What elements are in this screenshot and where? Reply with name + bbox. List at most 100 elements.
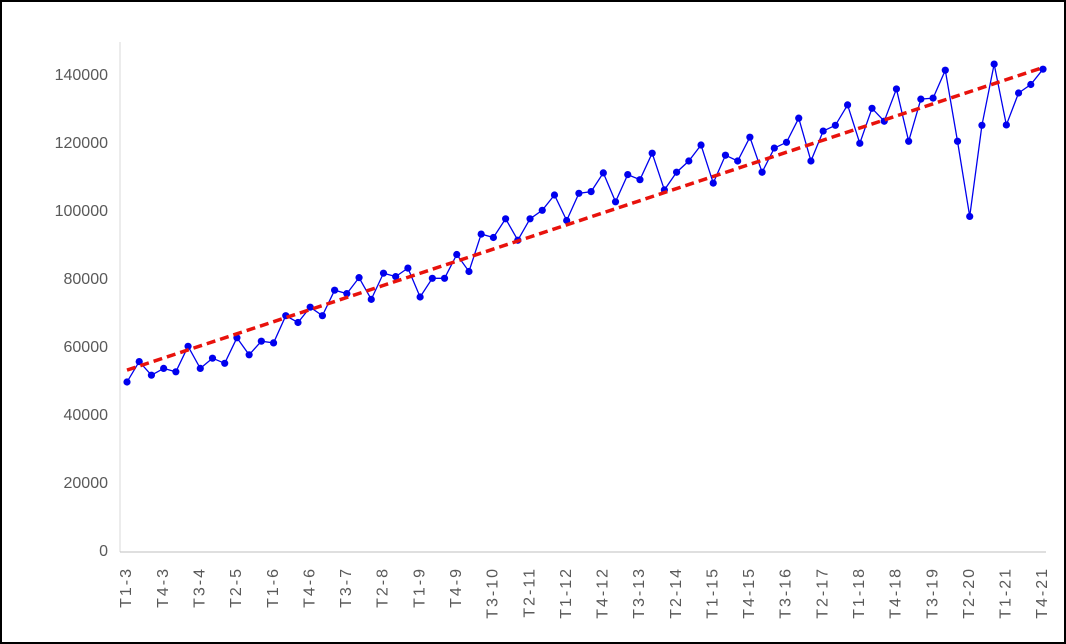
data-point — [502, 215, 510, 223]
x-tick-label: T4-9 — [448, 567, 465, 608]
x-tick-label: T1-6 — [265, 567, 282, 608]
data-point — [563, 216, 571, 225]
data-point — [648, 149, 656, 157]
x-tick-label: T4-18 — [888, 567, 905, 619]
data-point — [343, 290, 351, 298]
data-point — [770, 144, 778, 152]
x-tick-label: T3-10 — [485, 567, 502, 619]
data-point — [636, 176, 644, 184]
data-point — [685, 157, 693, 165]
data-point — [990, 60, 998, 68]
data-point — [208, 354, 217, 362]
data-point — [758, 168, 766, 176]
data-point — [1039, 65, 1047, 73]
x-tick-label: T1-15 — [704, 567, 721, 619]
data-point — [856, 139, 864, 147]
data-point — [1014, 89, 1023, 97]
x-tick-label: T2-20 — [961, 567, 978, 619]
y-tick-label: 40000 — [64, 407, 109, 424]
data-point — [709, 179, 717, 187]
data-point — [404, 264, 412, 272]
data-point — [721, 151, 730, 159]
x-tick-label: T1-21 — [998, 567, 1015, 619]
data-point — [135, 358, 143, 366]
data-point — [538, 206, 546, 214]
x-tick-label: T2-11 — [521, 567, 538, 618]
x-tick-label: T3-4 — [191, 567, 208, 608]
data-point — [599, 169, 607, 177]
data-point — [306, 303, 314, 311]
data-point — [624, 171, 632, 179]
data-point — [550, 191, 559, 199]
data-point — [123, 378, 131, 386]
data-point — [331, 286, 339, 294]
data-point — [489, 233, 497, 242]
y-tick-label: 60000 — [64, 339, 109, 356]
x-tick-label: T2-14 — [668, 567, 685, 619]
data-point — [355, 274, 363, 282]
data-point — [966, 212, 974, 221]
x-tick-label: T4-3 — [155, 567, 172, 608]
data-point — [734, 157, 742, 165]
data-point — [892, 85, 901, 93]
data-point — [795, 114, 803, 122]
data-point — [746, 133, 754, 141]
data-point — [697, 141, 705, 149]
x-tick-label: T4-6 — [301, 567, 318, 608]
x-tick-label: T4-15 — [741, 567, 758, 619]
x-tick-label: T1-9 — [411, 567, 428, 608]
data-point — [269, 339, 278, 347]
data-point — [526, 215, 534, 223]
data-point — [428, 274, 436, 282]
data-point — [465, 267, 473, 276]
x-tick-label: T1-3 — [118, 567, 135, 608]
data-point — [1027, 80, 1035, 89]
data-point — [294, 318, 302, 327]
data-point — [160, 364, 168, 372]
data-point — [147, 371, 156, 379]
data-point — [831, 121, 839, 129]
data-point — [819, 127, 827, 135]
x-tick-label: T1-12 — [558, 567, 575, 619]
data-point — [673, 168, 681, 176]
data-point — [843, 101, 852, 109]
data-point — [416, 293, 424, 301]
series-line — [126, 63, 1044, 383]
x-tick-label: T3-16 — [778, 567, 795, 619]
data-point — [221, 359, 229, 367]
data-point — [184, 342, 192, 350]
trendline — [126, 65, 1044, 372]
data-point — [929, 94, 937, 102]
y-tick-label: 140000 — [55, 67, 108, 84]
data-point — [868, 104, 876, 112]
y-tick-label: 0 — [99, 543, 108, 560]
data-point — [367, 295, 375, 303]
data-point — [807, 157, 815, 165]
data-point — [1002, 121, 1010, 129]
data-point — [453, 250, 461, 259]
data-point — [941, 66, 949, 74]
data-point — [587, 188, 595, 196]
data-point — [440, 274, 449, 282]
data-point — [575, 189, 583, 197]
x-tick-label: T4-21 — [1034, 567, 1051, 619]
data-point — [917, 95, 925, 103]
x-tick-label: T1-18 — [851, 567, 868, 619]
data-point — [905, 137, 913, 145]
data-point — [379, 269, 388, 277]
data-point — [245, 351, 253, 359]
y-tick-label: 120000 — [55, 135, 108, 152]
y-tick-label: 100000 — [55, 203, 108, 220]
x-tick-label: T2-17 — [814, 567, 831, 619]
x-tick-label: T2-8 — [375, 567, 392, 608]
data-point — [477, 230, 485, 238]
x-tick-label: T3-7 — [338, 567, 355, 608]
data-point — [611, 198, 620, 206]
x-tick-label: T3-13 — [631, 567, 648, 619]
data-point — [978, 121, 986, 129]
data-point — [257, 337, 265, 345]
data-point — [196, 364, 204, 372]
x-tick-label: T2-5 — [228, 567, 245, 608]
